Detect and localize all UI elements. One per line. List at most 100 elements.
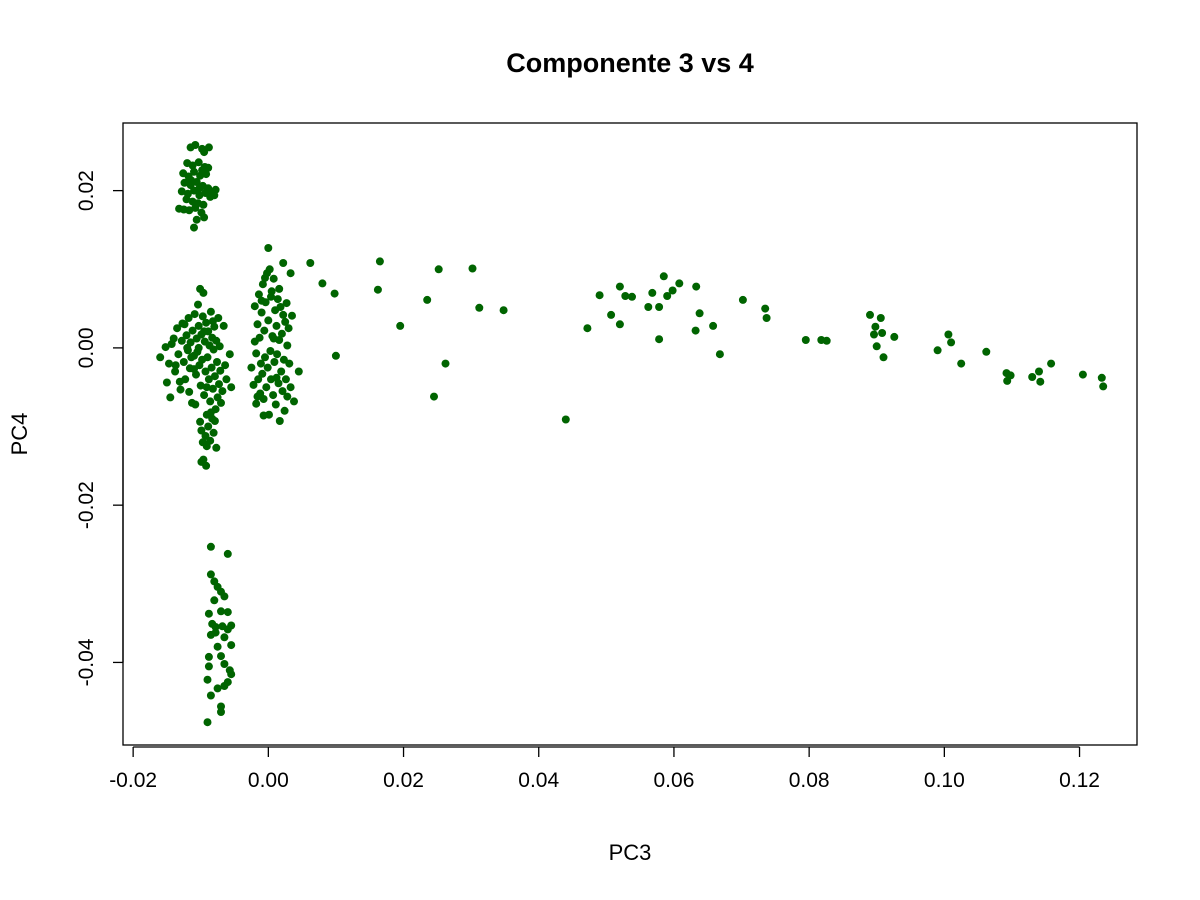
data-point [583, 324, 592, 333]
data-point [261, 273, 269, 282]
data-point [204, 652, 213, 661]
data-point [219, 321, 228, 330]
data-point [204, 163, 213, 172]
data-point [187, 176, 196, 185]
data-point [204, 609, 213, 618]
data-point [252, 399, 261, 408]
data-point [187, 353, 196, 362]
data-point [260, 326, 269, 335]
data-point [331, 351, 340, 360]
data-point [213, 642, 222, 651]
data-point [174, 350, 183, 359]
data-point [221, 361, 230, 370]
data-point [208, 317, 217, 326]
data-point [184, 314, 193, 322]
data-point [194, 321, 203, 330]
data-point [165, 359, 173, 368]
data-point [306, 259, 315, 267]
x-axis-label: PC3 [609, 840, 652, 865]
data-point [217, 607, 225, 616]
data-point [177, 187, 186, 196]
data-point [276, 303, 285, 311]
data-point [738, 295, 747, 304]
data-point [277, 329, 286, 338]
data-point [933, 346, 942, 355]
data-point [947, 338, 956, 347]
data-point [282, 299, 291, 308]
data-point [944, 330, 953, 339]
data-point [280, 406, 289, 415]
data-point [200, 148, 209, 157]
y-tick-label: 0.02 [75, 170, 98, 211]
data-point [252, 349, 261, 358]
data-point [185, 206, 194, 215]
data-point [213, 684, 222, 693]
data-point [259, 395, 268, 403]
data-point [330, 289, 339, 298]
data-point [269, 391, 278, 400]
data-point [264, 316, 273, 325]
data-point [265, 265, 274, 274]
data-point [191, 141, 200, 149]
data-point [648, 288, 657, 297]
data-point [200, 213, 209, 222]
data-point [762, 314, 771, 322]
data-point [182, 195, 191, 204]
data-point [217, 708, 225, 716]
data-point [957, 359, 966, 368]
data-point [271, 400, 280, 409]
data-point [204, 375, 213, 384]
data-point [196, 381, 205, 390]
data-point [264, 244, 273, 252]
data-point [249, 380, 258, 389]
data-point [257, 296, 266, 305]
data-point [262, 383, 271, 392]
data-point [206, 397, 215, 406]
data-point [468, 264, 477, 273]
data-point [655, 303, 664, 311]
x-tick-label: 0.12 [1059, 769, 1100, 792]
x-tick-label: 0.08 [789, 769, 830, 792]
data-point [668, 286, 677, 295]
data-point [675, 279, 684, 288]
data-point [217, 398, 225, 407]
data-point [281, 317, 290, 326]
data-point [194, 343, 203, 352]
y-axis-label: PC4 [7, 413, 32, 456]
data-point [663, 292, 672, 300]
data-point [982, 347, 991, 356]
data-point [1035, 367, 1043, 376]
data-point [190, 365, 198, 374]
data-point [211, 623, 220, 631]
data-point [206, 192, 215, 201]
data-point [206, 436, 215, 445]
data-point [373, 285, 382, 294]
y-tick-label: 0.00 [75, 327, 98, 368]
data-point [185, 387, 194, 396]
data-point [621, 292, 630, 300]
data-point [182, 331, 191, 340]
data-point [879, 353, 888, 362]
data-point [197, 457, 206, 466]
data-point [607, 310, 616, 319]
data-point [279, 259, 288, 267]
data-point [286, 383, 295, 392]
x-tick-label: 0.02 [383, 769, 424, 792]
data-point [203, 718, 212, 727]
data-point [499, 306, 508, 315]
data-point [269, 334, 278, 343]
data-point [200, 327, 209, 336]
data-point [595, 291, 604, 300]
data-point [220, 660, 229, 668]
data-point [254, 290, 263, 299]
data-point [250, 302, 259, 311]
data-point [258, 369, 267, 378]
data-point [223, 549, 232, 558]
data-point [263, 363, 272, 372]
data-point [197, 426, 206, 435]
data-point [273, 295, 282, 304]
data-point [222, 375, 231, 384]
data-point [318, 279, 327, 288]
data-point [259, 411, 268, 420]
data-point [871, 322, 880, 331]
